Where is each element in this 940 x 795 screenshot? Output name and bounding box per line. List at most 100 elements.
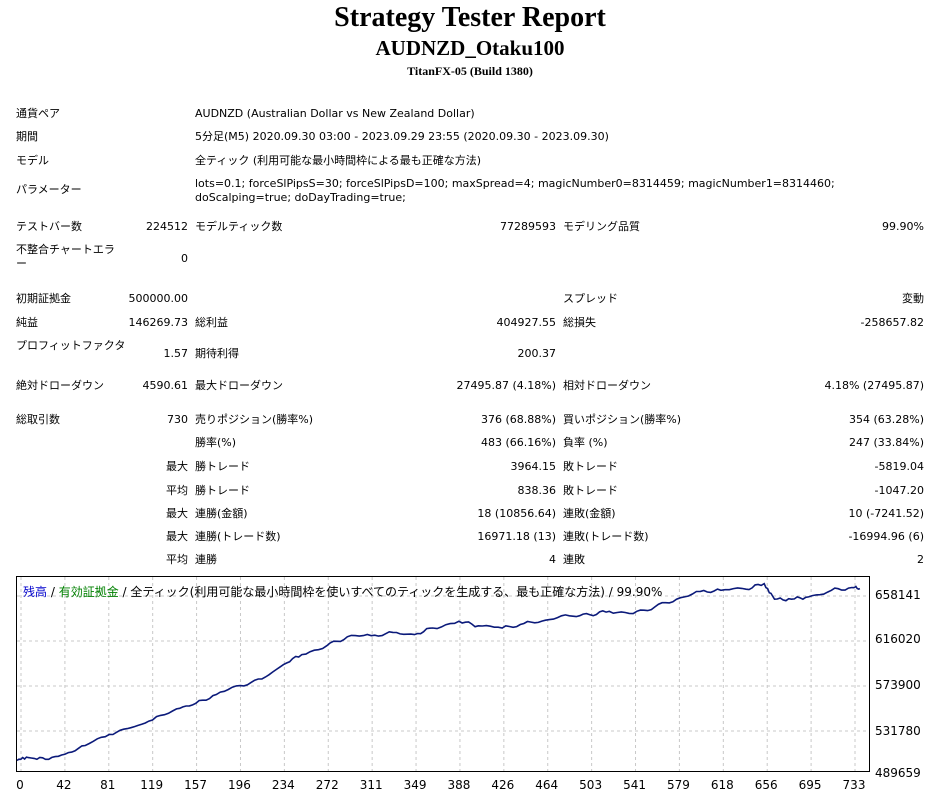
legend-model: / 全ティック(利用可能な最小時間枠を使いすべてのティックを生成する、最も正確な… <box>118 585 663 599</box>
x-tick-label: 196 <box>228 778 251 792</box>
grossloss-value: -258657.82 <box>860 316 924 329</box>
pf-label: プロフィットファクタ <box>16 339 126 352</box>
cons-wins-money-value: 18 (10856.64) <box>477 507 556 520</box>
x-tick-label: 618 <box>710 778 734 792</box>
long-label: 買いポジション(勝率%) <box>563 413 682 426</box>
avg-win-value: 838.36 <box>517 484 557 497</box>
max-label: 最大 <box>166 530 188 543</box>
chart-legend: 残高 / 有効証拠金 / 全ティック(利用可能な最小時間枠を使いすべてのティック… <box>23 583 662 600</box>
expert-name: AUDNZD_Otaku100 <box>375 36 565 60</box>
cons-loss-trades-label: 連敗(トレード数) <box>563 530 649 543</box>
avg-cons-loss-label: 連敗 <box>563 553 585 566</box>
cons-loss-money-label: 連敗(金額) <box>563 507 616 520</box>
spread-value: 変動 <box>902 292 924 305</box>
params-label: パラメーター <box>16 183 82 196</box>
x-tick-label: 0 <box>16 778 24 792</box>
chart-plot <box>17 577 869 771</box>
avg-cons-wins-label: 連勝 <box>195 553 217 566</box>
avg-win-label: 勝トレード <box>195 484 250 497</box>
bars-value: 224512 <box>146 220 188 233</box>
period-value: 5分足(M5) 2020.09.30 03:00 - 2023.09.29 23… <box>195 130 609 143</box>
avg-label: 平均 <box>166 553 188 566</box>
short-label: 売りポジション(勝率%) <box>195 413 314 426</box>
lossrate-label: 負率 (%) <box>563 436 608 449</box>
server-build: TitanFX-05 (Build 1380) <box>407 64 533 78</box>
y-tick-label: 573900 <box>875 678 921 692</box>
maxdd-label: 最大ドローダウン <box>195 379 283 392</box>
report-title: Strategy Tester Report <box>334 2 606 33</box>
winrate-value: 483 (66.16%) <box>480 436 556 449</box>
balance-line <box>17 582 861 762</box>
mismatch-value: 0 <box>181 252 188 265</box>
reldd-value: 4.18% (27495.87) <box>824 379 924 392</box>
largest-loss-value: -5819.04 <box>874 460 924 473</box>
grossprofit-label: 総利益 <box>195 316 228 329</box>
x-tick-label: 311 <box>359 778 383 792</box>
pf-value: 1.57 <box>163 347 189 360</box>
x-tick-label: 695 <box>798 778 822 792</box>
x-tick-label: 579 <box>666 778 690 792</box>
cons-loss-trades-value: -16994.96 (6) <box>848 530 924 543</box>
x-tick-label: 81 <box>100 778 116 792</box>
reldd-label: 相対ドローダウン <box>563 379 651 392</box>
absdd-value: 4590.61 <box>142 379 189 392</box>
cons-wins-trades-label: 連勝(トレード数) <box>195 530 281 543</box>
period-label: 期間 <box>16 130 38 143</box>
ticks-value: 77289593 <box>500 220 556 233</box>
y-tick-label: 489659 <box>875 766 921 780</box>
avg-label: 平均 <box>166 484 188 497</box>
deposit-label: 初期証拠金 <box>16 292 71 305</box>
maxdd-value: 27495.87 (4.18%) <box>456 379 556 392</box>
x-tick-label: 388 <box>447 778 471 792</box>
netprofit-value: 146269.73 <box>128 316 189 329</box>
x-tick-label: 733 <box>842 778 866 792</box>
legend-separator: / <box>47 585 59 599</box>
quality-value: 99.90% <box>882 220 924 233</box>
legend-balance: 残高 <box>23 585 48 599</box>
avg-cons-wins-value: 4 <box>549 553 556 566</box>
y-tick-label: 658141 <box>875 588 921 602</box>
params-value: lots=0.1; forceSlPipsS=30; forceSlPipsD=… <box>195 177 835 204</box>
payoff-value: 200.37 <box>517 347 557 360</box>
x-tick-label: 656 <box>754 778 778 792</box>
avg-loss-value: -1047.20 <box>874 484 924 497</box>
max-label: 最大 <box>166 460 188 473</box>
cons-wins-trades-value: 16971.18 (13) <box>477 530 556 543</box>
x-tick-label: 119 <box>140 778 164 792</box>
spread-label: スプレッド <box>563 292 618 305</box>
y-tick-label: 616020 <box>875 632 921 646</box>
y-tick-label: 531780 <box>875 724 921 738</box>
x-tick-label: 234 <box>271 778 295 792</box>
model-value: 全ティック (利用可能な最小時間枠による最も正確な方法) <box>195 154 482 167</box>
absdd-label: 絶対ドローダウン <box>16 379 104 392</box>
model-label: モデル <box>16 154 49 167</box>
short-value: 376 (68.88%) <box>480 413 556 426</box>
x-tick-label: 503 <box>579 778 603 792</box>
x-tick-label: 464 <box>535 778 559 792</box>
x-tick-label: 42 <box>56 778 72 792</box>
grossprofit-value: 404927.55 <box>496 316 557 329</box>
trades-label: 総取引数 <box>16 413 60 426</box>
largest-win-label: 勝トレード <box>195 460 250 473</box>
balance-chart: 残高 / 有効証拠金 / 全ティック(利用可能な最小時間枠を使いすべてのティック… <box>16 576 870 772</box>
ticks-label: モデルティック数 <box>195 220 283 233</box>
deposit-value: 500000.00 <box>128 292 189 305</box>
x-tick-label: 349 <box>403 778 427 792</box>
grossloss-label: 総損失 <box>563 316 596 329</box>
quality-label: モデリング品質 <box>563 220 640 233</box>
largest-win-value: 3964.15 <box>510 460 557 473</box>
x-tick-label: 272 <box>315 778 339 792</box>
x-tick-label: 541 <box>623 778 646 792</box>
winrate-label: 勝率(%) <box>195 436 237 449</box>
payoff-label: 期待利得 <box>195 347 239 360</box>
long-value: 354 (63.28%) <box>848 413 924 426</box>
max-label: 最大 <box>166 507 188 520</box>
avg-cons-loss-value: 2 <box>917 553 924 566</box>
bars-label: テストバー数 <box>16 220 82 233</box>
avg-loss-label: 敗トレード <box>563 484 618 497</box>
symbol-value: AUDNZD (Australian Dollar vs New Zealand… <box>195 107 475 120</box>
x-tick-label: 157 <box>184 778 208 792</box>
trades-value: 730 <box>167 413 188 426</box>
cons-wins-money-label: 連勝(金額) <box>195 507 248 520</box>
netprofit-label: 純益 <box>16 316 38 329</box>
